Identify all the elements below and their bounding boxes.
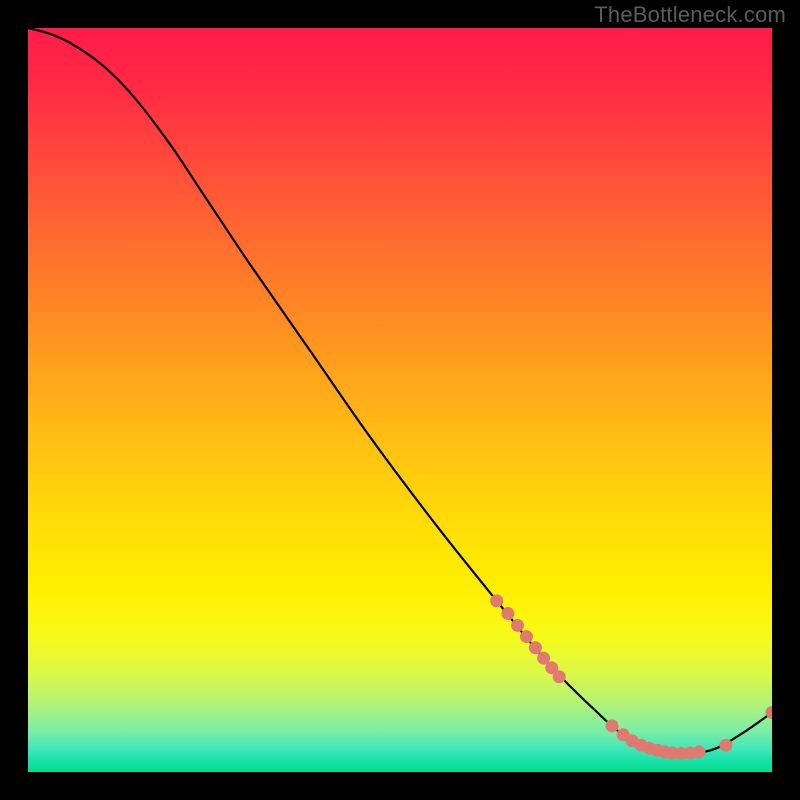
data-point: [501, 607, 514, 620]
data-point: [553, 670, 566, 683]
plot-svg: [28, 28, 772, 772]
chart-frame: TheBottleneck.com: [0, 0, 800, 800]
data-point: [719, 739, 732, 752]
data-point: [606, 719, 619, 732]
plot-area: [28, 28, 772, 772]
data-point: [529, 641, 542, 654]
data-point: [490, 594, 503, 607]
data-point: [511, 619, 524, 632]
data-point: [520, 630, 533, 643]
gradient-background: [28, 28, 772, 772]
watermark-text: TheBottleneck.com: [594, 2, 786, 28]
data-point: [693, 745, 706, 758]
